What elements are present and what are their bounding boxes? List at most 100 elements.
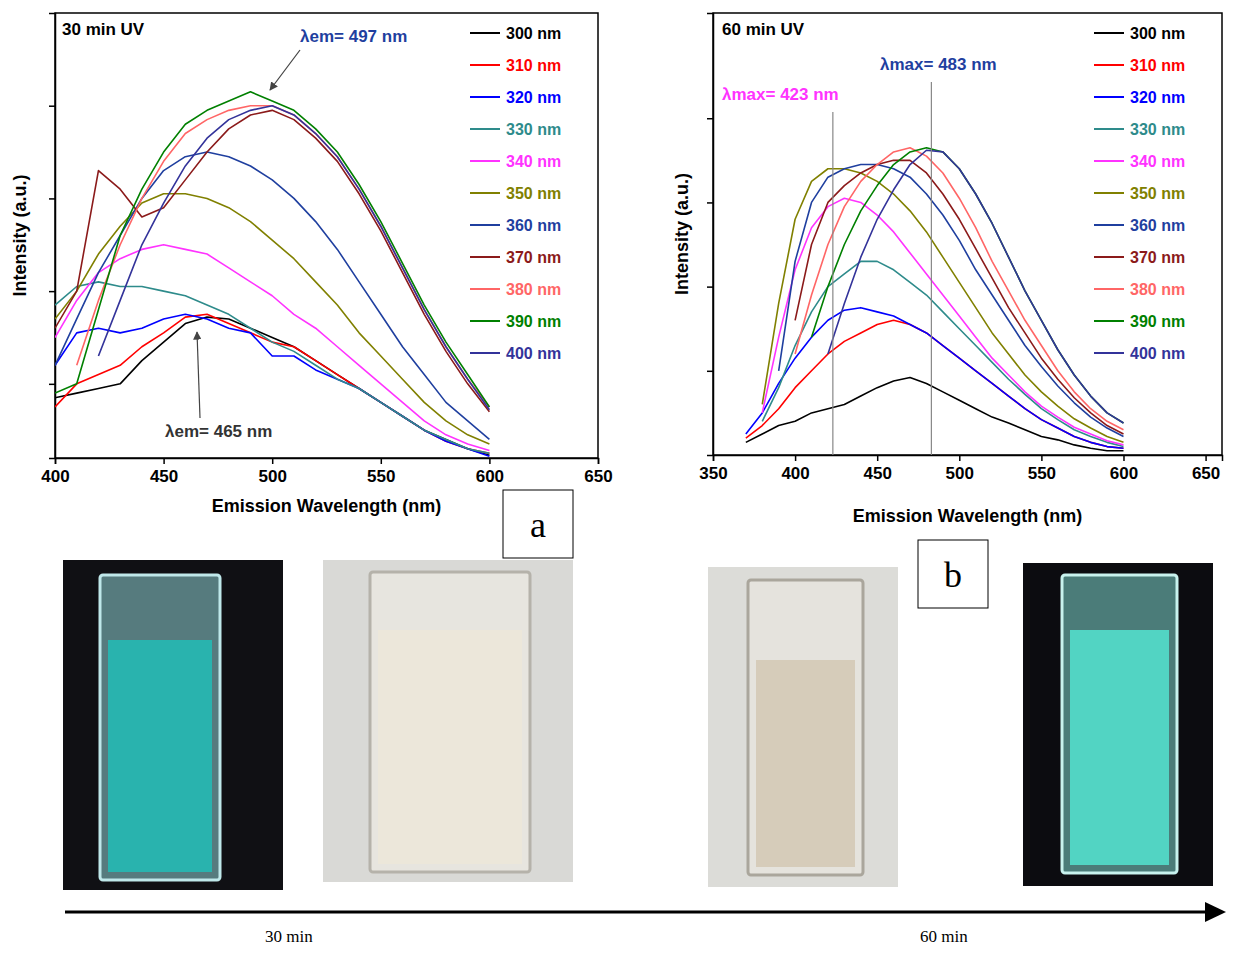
- time-label: 30 min: [265, 927, 313, 946]
- x-tick-label: 550: [1028, 464, 1056, 483]
- panel: 350400450500550600650Emission Wavelength…: [672, 13, 1223, 608]
- spectrum-line: [55, 314, 489, 453]
- x-tick-mark: [959, 455, 961, 461]
- x-tick-mark: [877, 455, 879, 461]
- x-tick-mark: [1123, 455, 1125, 461]
- time-arrow: [65, 911, 1210, 914]
- legend-label: 310 nm: [506, 57, 561, 74]
- legend-item: 390 nm: [1094, 313, 1185, 330]
- plot-marks: [55, 92, 489, 456]
- photo-background: [708, 567, 898, 887]
- legend-swatch: [470, 224, 500, 226]
- y-tick: [707, 371, 713, 372]
- spectrum-line: [55, 110, 489, 411]
- spectrum-line: [77, 106, 490, 407]
- x-axis-line: [56, 459, 599, 465]
- spectrum-line: [98, 106, 489, 410]
- time-axis: 30 min 60 min: [65, 902, 1226, 946]
- spectrum-line: [812, 148, 1124, 423]
- legend-item: 300 nm: [470, 25, 561, 42]
- x-tick-mark: [1041, 455, 1043, 461]
- y-tick: [49, 198, 55, 199]
- x-tick-mark: [1205, 455, 1207, 461]
- annotation-arrow: [270, 50, 300, 90]
- legend-item: 310 nm: [470, 57, 561, 74]
- spectrum-line: [55, 317, 489, 455]
- y-tick: [49, 291, 55, 292]
- x-tick: 400: [781, 455, 809, 483]
- legend-label: 370 nm: [506, 249, 561, 266]
- legend-label: 380 nm: [506, 281, 561, 298]
- legend-item: 350 nm: [1094, 185, 1185, 202]
- legend-swatch: [1094, 160, 1124, 162]
- legend-item: 340 nm: [1094, 153, 1185, 170]
- cuvette-glass: [100, 575, 220, 880]
- legend-item: 310 nm: [1094, 57, 1185, 74]
- legend-item: 400 nm: [1094, 345, 1185, 362]
- legend-label: 340 nm: [506, 153, 561, 170]
- panel-label-box: [918, 540, 988, 608]
- x-tick: 500: [259, 458, 287, 486]
- legend-item: 350 nm: [470, 185, 561, 202]
- x-tick-mark: [272, 458, 274, 464]
- legend-swatch: [470, 96, 500, 98]
- x-tick-label: 450: [864, 464, 892, 483]
- y-axis: [707, 14, 714, 456]
- x-tick-label: 500: [259, 467, 287, 486]
- y-axis-title: Intensity (a.u.): [10, 174, 30, 296]
- x-axis-title: Emission Wavelength (nm): [853, 506, 1082, 526]
- legend-swatch: [470, 192, 500, 194]
- plot-frame: [55, 13, 598, 458]
- photos: [63, 560, 1213, 890]
- x-tick-label: 600: [476, 467, 504, 486]
- annotation: λem= 465 nm: [165, 422, 272, 441]
- x-tick-label: 550: [367, 467, 395, 486]
- y-axis: [49, 14, 56, 459]
- y-tick-mark: [49, 291, 55, 293]
- legend: 300 nm 310 nm 320 nm 330 nm 340 nm 350 nm 360 …: [470, 25, 561, 362]
- y-axis-line: [49, 14, 56, 459]
- legend-item: 320 nm: [470, 89, 561, 106]
- legend-swatch: [1094, 128, 1124, 130]
- x-tick-label: 650: [584, 467, 612, 486]
- marker-line: [931, 82, 932, 455]
- legend-label: 340 nm: [1130, 153, 1185, 170]
- x-tick-label: 650: [1192, 464, 1220, 483]
- legend-label: 350 nm: [1130, 185, 1185, 202]
- y-tick-mark: [707, 118, 713, 120]
- plot-frame: [713, 13, 1222, 455]
- legend-swatch: [470, 64, 500, 66]
- legend-swatch: [470, 128, 500, 130]
- annotation: λem= 497 nm: [300, 27, 407, 46]
- plot-marks: [746, 82, 1124, 455]
- x-tick: 350: [699, 455, 727, 483]
- legend-swatch: [1094, 352, 1124, 354]
- legend-item: 330 nm: [470, 121, 561, 138]
- y-tick-mark: [707, 286, 713, 288]
- cuvette-liquid: [756, 660, 855, 867]
- legend-item: 400 nm: [470, 345, 561, 362]
- y-tick: [707, 287, 713, 288]
- legend-swatch: [470, 288, 500, 290]
- spectrum-line: [762, 261, 1123, 446]
- photo-background: [63, 560, 283, 890]
- legend-label: 330 nm: [506, 121, 561, 138]
- legend-label: 350 nm: [506, 185, 561, 202]
- legend-label: 390 nm: [1130, 313, 1185, 330]
- legend-item: 370 nm: [1094, 249, 1185, 266]
- x-axis-title: Emission Wavelength (nm): [212, 496, 441, 516]
- marker-line: [832, 112, 833, 455]
- legend-swatch: [1094, 288, 1124, 290]
- legend-label: 320 nm: [1130, 89, 1185, 106]
- legend-item: 360 nm: [470, 217, 561, 234]
- x-tick-mark: [598, 458, 600, 464]
- cuvette-photo: [323, 560, 573, 882]
- legend-label: 390 nm: [506, 313, 561, 330]
- x-tick: 650: [1192, 455, 1220, 483]
- legend-swatch: [1094, 64, 1124, 66]
- legend-label: 310 nm: [1130, 57, 1185, 74]
- x-tick-label: 400: [781, 464, 809, 483]
- spectrum-line: [55, 282, 489, 454]
- time-label: 60 min: [920, 927, 968, 946]
- legend-item: 390 nm: [470, 313, 561, 330]
